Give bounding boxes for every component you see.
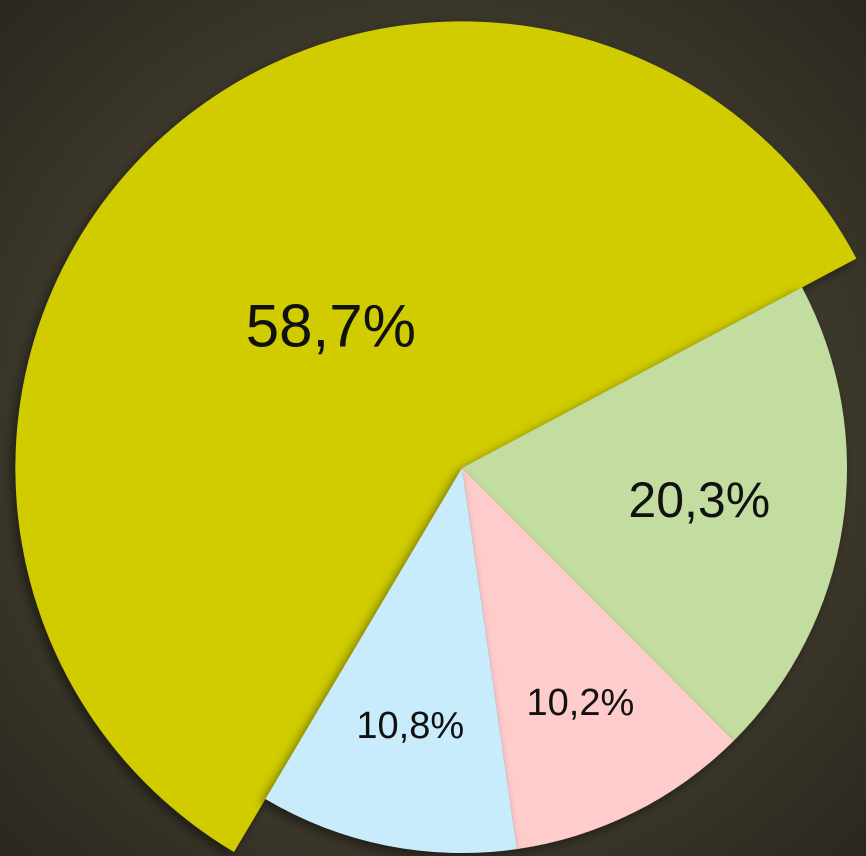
data-label: 10,2% xyxy=(527,682,635,724)
chart: 58,7% 20,3% 10,2% 10,8% xyxy=(0,0,866,856)
data-label: 58,7% xyxy=(246,292,416,359)
data-label: 10,8% xyxy=(356,705,464,747)
data-label: 20,3% xyxy=(628,472,770,528)
